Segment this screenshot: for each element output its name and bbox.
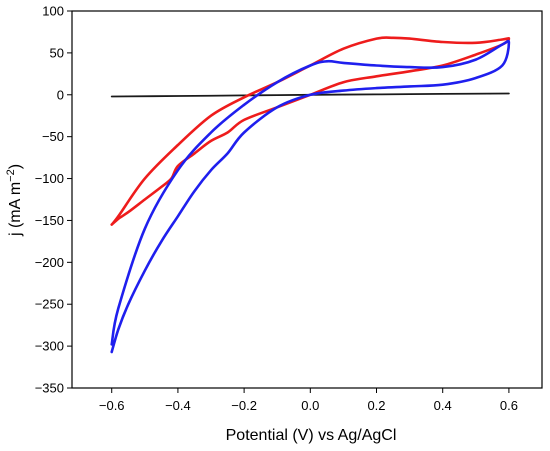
x-tick-label: 0.6 — [500, 398, 518, 413]
x-axis-ticks: −0.6 −0.4 −0.2 0.0 0.2 0.4 0.6 — [99, 388, 518, 413]
y-tick-label: −200 — [35, 255, 64, 270]
y-tick-label: 100 — [42, 4, 64, 19]
x-tick-label: 0.4 — [434, 398, 452, 413]
y-axis-title-close: ) — [7, 164, 24, 169]
x-tick-label: 0.2 — [367, 398, 385, 413]
y-tick-label: −250 — [35, 297, 64, 312]
y-axis-title-main: j (mA m — [7, 182, 24, 237]
y-tick-label: 0 — [57, 87, 64, 102]
series-line-1 — [110, 36, 511, 226]
y-tick-label: −150 — [35, 213, 64, 228]
series-line-2 — [110, 39, 511, 354]
x-tick-label: 0.0 — [301, 398, 319, 413]
y-tick-label: −100 — [35, 171, 64, 186]
x-tick-label: −0.2 — [231, 398, 257, 413]
x-tick-label: −0.6 — [99, 398, 125, 413]
plot-frame — [71, 10, 543, 389]
y-tick-label: −50 — [42, 129, 64, 144]
x-axis-title: Potential (V) vs Ag/AgCl — [226, 427, 397, 444]
y-tick-label: −300 — [35, 339, 64, 354]
y-tick-label: 50 — [50, 45, 64, 60]
y-axis-title-superscript: −2 — [5, 169, 17, 182]
x-tick-label: −0.4 — [165, 398, 191, 413]
data-series — [110, 36, 511, 354]
y-axis-ticks: −350 −300 −250 −200 −150 −100 −50 0 50 100 — [35, 4, 72, 396]
y-axis-title: j (mA m−2) — [5, 164, 24, 237]
y-tick-label: −350 — [35, 381, 64, 396]
